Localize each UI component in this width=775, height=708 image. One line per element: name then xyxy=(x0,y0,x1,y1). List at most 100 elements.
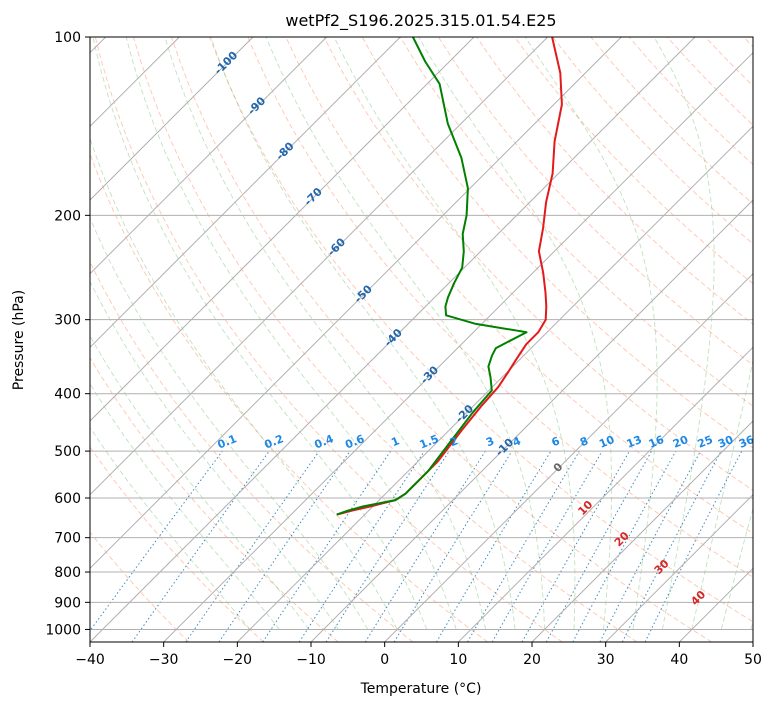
mixing-ratio-line xyxy=(572,450,677,642)
dewpoint-profile xyxy=(336,37,528,516)
x-tick-label: 40 xyxy=(670,652,688,668)
y-axis-label: Pressure (hPa) xyxy=(11,290,27,390)
y-tick-label: 300 xyxy=(54,313,81,329)
mixing-ratio-line xyxy=(545,450,653,642)
dry-adiabat-label: -20 xyxy=(453,402,476,425)
moist-adiabat xyxy=(750,619,753,630)
dry-adiabat xyxy=(704,37,753,87)
moist-adiabat xyxy=(125,37,457,630)
dry-adiabat xyxy=(247,37,753,578)
y-tick-label: 100 xyxy=(54,30,81,46)
y-tick-label: 600 xyxy=(54,491,81,507)
mixing-ratio-label: 0.1 xyxy=(216,432,239,451)
moist-adiabat xyxy=(418,37,613,630)
mixing-ratio-line xyxy=(90,450,223,632)
isotherm-gridline xyxy=(90,37,401,349)
x-tick-label: 0 xyxy=(380,652,389,668)
mixing-ratio-label: 3 xyxy=(484,434,496,449)
isotherm-gridline xyxy=(531,420,753,642)
mixing-ratio-line xyxy=(393,450,513,642)
mixing-ratio-label: 8 xyxy=(578,434,590,449)
mixing-ratio-label: 2 xyxy=(448,434,460,449)
moist-adiabat xyxy=(90,280,339,630)
dry-adiabat-label: -80 xyxy=(273,139,296,162)
mixing-ratio-label: 0.4 xyxy=(312,432,335,451)
mixing-ratio-line xyxy=(644,450,743,642)
isotherm-gridline xyxy=(605,493,753,642)
moist-adiabat xyxy=(653,37,715,630)
mixing-ratio-label: 0.6 xyxy=(343,432,366,451)
mixing-ratio-label: 1.5 xyxy=(418,432,441,451)
isotherm-gridline xyxy=(90,37,696,642)
moist-adiabat xyxy=(164,37,487,630)
y-tick-label: 400 xyxy=(54,387,81,403)
dry-adiabat xyxy=(476,37,753,325)
x-tick-label: −10 xyxy=(296,652,326,668)
mixing-ratio-label: 30 xyxy=(716,433,735,451)
dry-adiabat xyxy=(90,446,264,642)
x-tick-label: −30 xyxy=(149,652,179,668)
mixing-ratio-label: 10 xyxy=(597,433,616,451)
moist-adiabat-label: 0 xyxy=(551,460,566,475)
mixing-ratio-line xyxy=(298,450,425,642)
dry-adiabat xyxy=(132,37,638,642)
dry-adiabat xyxy=(90,356,339,642)
moist-adiabat xyxy=(90,334,310,630)
dry-adiabat xyxy=(399,37,753,407)
y-tick-label: 200 xyxy=(54,208,81,224)
dry-adiabat-label: -60 xyxy=(325,235,348,258)
dry-adiabat xyxy=(514,37,753,285)
mixing-ratio-label: 0.2 xyxy=(262,432,285,451)
moist-adiabat xyxy=(210,37,516,630)
moist-adiabat xyxy=(92,37,428,630)
moist-adiabat xyxy=(691,358,753,630)
x-tick-label: −40 xyxy=(75,652,105,668)
mixing-ratio-line xyxy=(325,450,450,642)
isotherm-gridline xyxy=(90,37,328,275)
mixing-ratio-label: 25 xyxy=(696,433,715,451)
mixing-ratio-line xyxy=(131,450,270,642)
y-tick-label: 1000 xyxy=(45,622,81,638)
dry-adiabat-label: -90 xyxy=(245,94,268,117)
x-tick-label: 20 xyxy=(523,652,541,668)
chart-title: wetPf2_S196.2025.315.01.54.E25 xyxy=(285,11,556,31)
moist-adiabat xyxy=(265,37,546,630)
isotherm-gridline xyxy=(90,37,549,496)
mixing-ratio-label: 16 xyxy=(647,433,666,451)
dry-adiabat xyxy=(438,37,753,366)
dry-adiabat xyxy=(94,37,563,642)
mixing-ratio-line xyxy=(467,450,580,642)
isotherm-gridline xyxy=(90,37,254,201)
dry-adiabat xyxy=(90,531,190,642)
x-axis-label: Temperature (°C) xyxy=(360,681,482,697)
dry-adiabat xyxy=(666,37,753,126)
moist-adiabat xyxy=(90,426,251,630)
isotherm-gridline xyxy=(457,346,753,642)
mixing-ratio-line xyxy=(435,450,552,642)
moist-adiabat xyxy=(90,216,369,630)
mixing-ratio-line xyxy=(262,450,392,642)
isotherm-gridline xyxy=(90,37,475,422)
sounding-profiles xyxy=(336,37,563,516)
moist-adiabat-label: 40 xyxy=(688,588,708,608)
moist-adiabat xyxy=(90,136,398,630)
isotherm-gridline xyxy=(236,125,753,642)
mixing-ratio-label: 13 xyxy=(625,433,644,451)
mixing-ratio-label: 20 xyxy=(671,433,690,451)
mixing-ratio-line xyxy=(621,450,722,642)
isotherm-gridline xyxy=(678,567,753,642)
background-lines xyxy=(90,37,753,642)
isotherm-gridline xyxy=(90,37,622,570)
dry-adiabat xyxy=(285,37,753,535)
mixing-ratio-line xyxy=(599,450,701,642)
mixing-ratio-label: 1 xyxy=(389,434,401,449)
x-tick-label: 30 xyxy=(597,652,615,668)
mixing-ratio-label: 36 xyxy=(737,433,756,451)
mixing-ratio-line xyxy=(521,450,630,642)
dry-adiabat xyxy=(323,37,753,491)
dry-adiabat xyxy=(590,37,753,205)
y-tick-label: 800 xyxy=(54,565,81,581)
dry-adiabat xyxy=(743,37,753,48)
x-tick-label: 10 xyxy=(449,652,467,668)
